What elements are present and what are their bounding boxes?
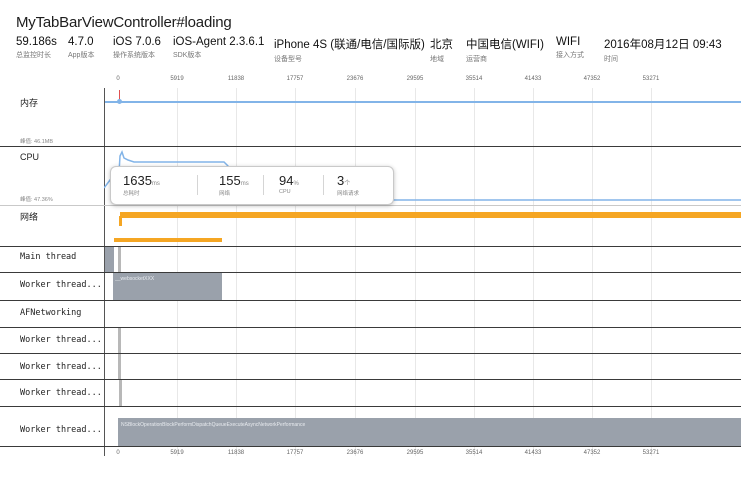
lane-separator: [0, 146, 741, 147]
network-bar: [120, 212, 741, 218]
thread-label: Worker thread...: [20, 425, 102, 435]
thread-bar-text: NSBlockOperationBlockPerformDispatchQueu…: [121, 422, 306, 428]
page-title: MyTabBarViewController#loading: [16, 14, 232, 31]
summary-popup: 1635ms 总耗时 155ms 网络 94% CPU 3个 网络请求: [110, 166, 394, 205]
thread-bar: [118, 354, 121, 379]
axis-tick: 11838: [227, 76, 245, 82]
lane-separator: [0, 353, 741, 354]
thread-label: Main thread: [20, 252, 77, 262]
lane-separator: [0, 406, 741, 407]
meta-region: 北京 地域: [430, 39, 453, 63]
axis-tick: 53271: [642, 76, 660, 82]
lane-separator: [0, 327, 741, 328]
axis-tick: 17757: [286, 76, 304, 82]
thread-bar: [118, 418, 741, 446]
meta-device: iPhone 4S (联通/电信/国际版) 设备型号: [274, 39, 425, 63]
axis-tick: 29595: [406, 450, 424, 456]
network-start-tick: [119, 216, 122, 226]
lane-separator: [0, 446, 741, 447]
thread-label: Worker thread...: [20, 280, 102, 290]
lane-separator: [0, 379, 741, 380]
lane-separator: [0, 300, 741, 301]
axis-tick: 5919: [170, 76, 184, 82]
popup-divider: [263, 175, 264, 195]
thread-bar: [113, 273, 222, 300]
meta-bar: 59.186s 总监控时长 4.7.0 App版本 iOS 7.0.6 操作系统…: [16, 36, 736, 64]
axis-tick: 0: [116, 450, 120, 456]
bottom-time-axis: 0 5919 11838 17757 23676 29595 35514 414…: [0, 450, 741, 462]
thread-label: AFNetworking: [20, 308, 82, 318]
memory-line: [105, 101, 741, 103]
meta-access: WIFI 接入方式: [556, 36, 584, 59]
thread-label: Worker thread...: [20, 335, 102, 345]
lane-separator: [0, 246, 741, 247]
lane-separator: [0, 205, 741, 206]
axis-tick: 5919: [170, 450, 184, 456]
axis-tick: 0: [116, 76, 120, 82]
meta-sdk-version: iOS-Agent 2.3.6.1 SDK版本: [173, 36, 265, 59]
popup-divider: [197, 175, 198, 195]
top-time-axis: 0 5919 11838 17757 23676 29595 35514 414…: [0, 76, 741, 88]
axis-tick: 17757: [286, 450, 304, 456]
network-lane-label: 网络: [20, 212, 39, 222]
thread-bar: [119, 380, 122, 406]
popup-total-time: 1635ms 总耗时: [123, 173, 160, 197]
thread-bar: [105, 247, 114, 272]
meta-duration: 59.186s 总监控时长: [16, 36, 57, 59]
network-request-bar: [114, 238, 222, 242]
thread-bar: [118, 328, 121, 353]
cpu-peak-label: 峰值: 47.36%: [20, 197, 53, 203]
axis-tick: 29595: [406, 76, 424, 82]
thread-label: Worker thread...: [20, 388, 102, 398]
cpu-lane-label: CPU: [20, 152, 40, 162]
memory-lane-label: 内存: [20, 98, 39, 108]
axis-tick: 35514: [465, 76, 483, 82]
thread-bar: [118, 247, 121, 272]
thread-label: Worker thread...: [20, 362, 102, 372]
axis-tick: 35514: [465, 450, 483, 456]
axis-tick: 47352: [583, 76, 601, 82]
meta-os-version: iOS 7.0.6 操作系统版本: [113, 36, 161, 59]
axis-tick: 41433: [524, 76, 542, 82]
memory-point: [117, 99, 122, 104]
meta-carrier: 中国电信(WIFI) 运营商: [466, 39, 544, 63]
start-marker: [119, 90, 120, 100]
axis-tick: 53271: [642, 450, 660, 456]
memory-peak-label: 峰值: 46.1MB: [20, 139, 54, 145]
axis-tick: 23676: [346, 450, 364, 456]
popup-network-time: 155ms 网络: [219, 173, 249, 197]
popup-cpu: 94% CPU: [279, 173, 299, 195]
axis-tick: 41433: [524, 450, 542, 456]
thread-bar-text: __websocketXXX: [115, 276, 155, 282]
axis-tick: 11838: [227, 450, 245, 456]
popup-divider: [323, 175, 324, 195]
lane-separator: [0, 272, 741, 273]
axis-tick: 23676: [346, 76, 364, 82]
meta-app-version: 4.7.0 App版本: [68, 36, 95, 59]
popup-requests: 3个 网络请求: [337, 173, 360, 197]
axis-tick: 47352: [583, 450, 601, 456]
meta-time: 2016年08月12日 09:43 时间: [604, 39, 722, 63]
